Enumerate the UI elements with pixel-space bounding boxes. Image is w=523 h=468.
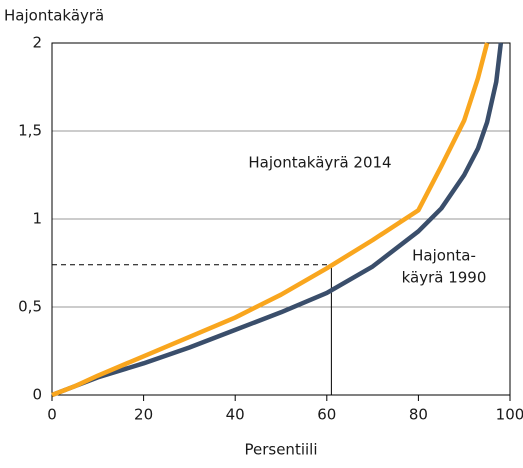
x-tick-label: 0: [47, 406, 57, 424]
series-label: Hajonta-: [412, 247, 476, 265]
y-tick-label: 1,5: [18, 122, 42, 140]
y-tick-label: 1: [32, 210, 42, 228]
plot-frame: [51, 42, 511, 396]
y-tick-label: 0: [32, 386, 42, 404]
line: [51, 42, 504, 398]
line: [51, 42, 490, 398]
y-tick-label: 2: [32, 34, 42, 52]
x-tick-label: 60: [317, 406, 336, 424]
series-label: käyrä 1990: [402, 269, 487, 287]
x-tick-label: 40: [226, 406, 245, 424]
y-axis-title: Hajontakäyrä: [4, 7, 104, 25]
x-axis-title: Persentiili: [244, 441, 317, 459]
series-label: Hajontakäyrä 2014: [248, 154, 391, 172]
x-tick-label: 100: [496, 406, 523, 424]
x-tick-label: 20: [134, 406, 153, 424]
x-tick-label: 80: [409, 406, 428, 424]
y-tick-label: 0,5: [18, 298, 42, 316]
